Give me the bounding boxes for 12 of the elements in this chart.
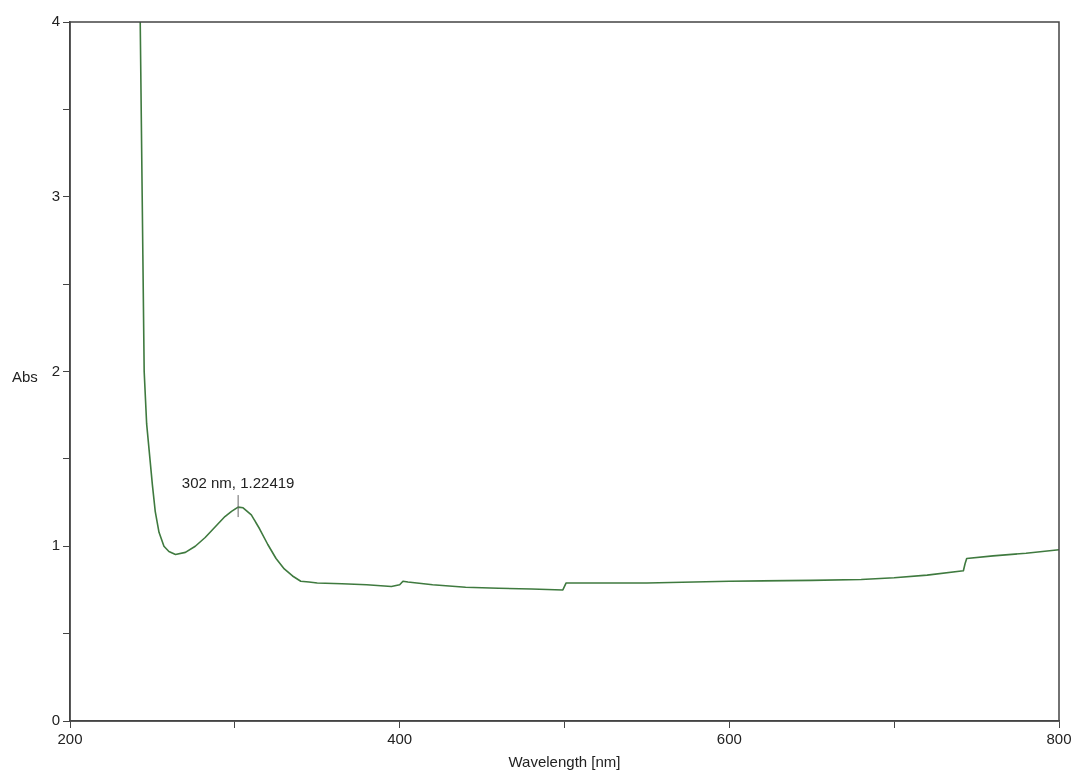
x-tick-label: 800 [1046,730,1072,748]
x-tick-label: 600 [716,730,742,748]
x-tick-label: 200 [57,730,83,748]
y-tick-label: 4 [51,12,60,30]
y-tick-label: 1 [51,536,60,554]
y-tick-label: 0 [51,711,60,729]
y-tick-label: 2 [51,361,60,379]
x-tick-label: 400 [387,730,413,748]
annotation: 302 nm, 1.22419 [181,473,295,491]
y-tick-label: 3 [51,186,60,204]
x-axis-title: Wavelength [nm] [508,753,621,771]
y-axis-title: Abs [12,368,38,385]
